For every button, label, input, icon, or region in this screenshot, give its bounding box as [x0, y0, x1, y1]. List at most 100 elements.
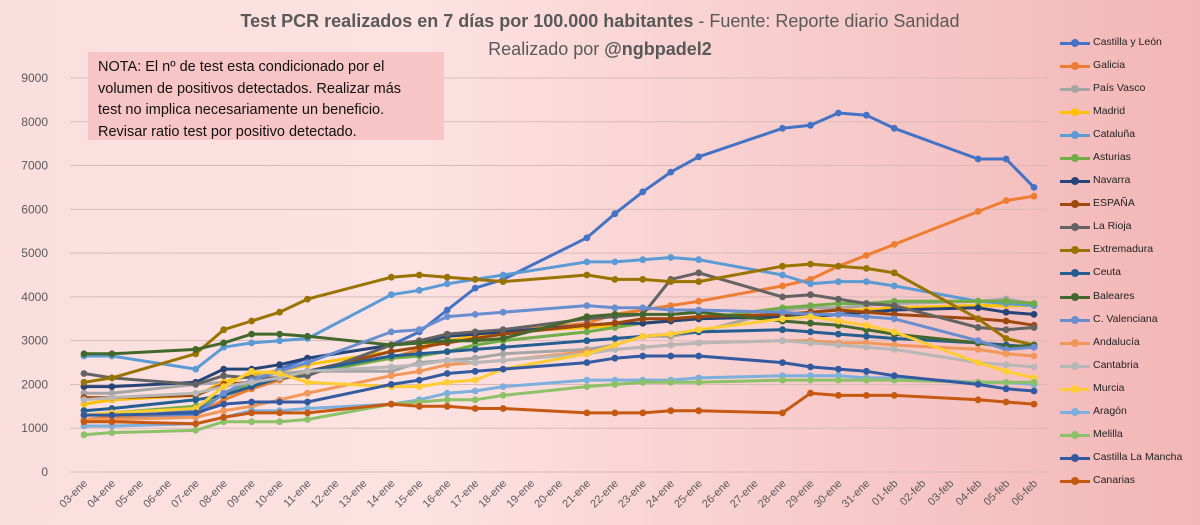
- x-tick-label: 15-ene: [393, 478, 426, 511]
- x-tick-label: 17-ene: [449, 478, 482, 511]
- x-tick-label: 25-ene: [672, 478, 705, 511]
- data-point: [443, 306, 451, 314]
- data-point: [304, 378, 311, 386]
- data-point: [471, 284, 479, 292]
- data-point: [108, 429, 116, 436]
- chart-title-suffix: - Fuente: Reporte diario Sanidad: [693, 11, 959, 31]
- data-point: [276, 330, 283, 338]
- data-point: [443, 330, 451, 338]
- legend-marker: [1060, 131, 1090, 141]
- data-point: [387, 328, 395, 336]
- data-point: [415, 350, 423, 358]
- x-tick-label: 01-feb: [870, 478, 901, 509]
- x-tick-label: 12-ene: [309, 478, 342, 511]
- data-point: [807, 260, 814, 268]
- data-point: [108, 383, 116, 390]
- data-point: [639, 311, 647, 318]
- data-point: [415, 367, 423, 375]
- legend-label: Navarra: [1093, 174, 1131, 187]
- legend-item: Melilla: [1060, 425, 1200, 448]
- x-tick-label: 09-ene: [225, 478, 258, 511]
- legend-dot: [1071, 315, 1079, 324]
- data-point: [248, 317, 256, 325]
- data-point: [890, 241, 898, 248]
- data-point: [276, 308, 283, 316]
- x-tick-label: 13-ene: [337, 478, 370, 511]
- x-tick-label: 19-ene: [504, 478, 537, 511]
- legend-item: Ceuta: [1060, 263, 1200, 286]
- data-point: [779, 376, 786, 384]
- data-point: [779, 326, 786, 334]
- data-point: [1030, 311, 1038, 318]
- legend-marker: [1060, 200, 1090, 210]
- data-point: [80, 411, 88, 419]
- legend-marker: [1060, 177, 1090, 187]
- data-point: [1002, 197, 1010, 205]
- series-castilla-la-mancha: [80, 352, 1038, 419]
- data-point: [220, 383, 228, 390]
- x-tick-label: 10-ene: [253, 478, 286, 511]
- x-tick-label: 31-ene: [840, 478, 873, 511]
- data-point: [499, 350, 507, 358]
- legend-dot: [1071, 223, 1079, 232]
- legend-marker: [1060, 223, 1090, 233]
- data-point: [471, 387, 479, 395]
- chart-title: Test PCR realizados en 7 días por 100.00…: [240, 11, 959, 31]
- legend-item: Baleares: [1060, 287, 1200, 310]
- data-point: [248, 330, 256, 338]
- data-point: [835, 341, 842, 349]
- data-point: [1002, 297, 1010, 305]
- data-point: [695, 407, 703, 415]
- data-point: [387, 372, 395, 380]
- x-tick-label: 29-ene: [784, 478, 817, 511]
- data-point: [695, 378, 703, 386]
- data-point: [415, 383, 423, 390]
- data-point: [583, 302, 591, 309]
- data-point: [807, 302, 814, 309]
- data-point: [639, 188, 647, 196]
- x-tick-label: 28-ene: [756, 478, 789, 511]
- data-point: [835, 317, 842, 325]
- data-point: [1002, 367, 1010, 375]
- data-point: [807, 389, 814, 397]
- data-point: [779, 293, 786, 301]
- data-point: [583, 409, 591, 417]
- data-point: [415, 286, 423, 294]
- legend-label: La Rioja: [1093, 220, 1132, 233]
- legend-marker: [1060, 62, 1090, 72]
- data-point: [583, 234, 591, 242]
- data-point: [779, 282, 786, 290]
- data-point: [304, 389, 311, 397]
- y-tick-label: 7000: [21, 159, 48, 173]
- data-point: [611, 210, 619, 218]
- legend-item: La Rioja: [1060, 217, 1200, 240]
- data-point: [443, 378, 451, 386]
- x-tick-label: 04-feb: [954, 478, 985, 509]
- data-point: [248, 367, 256, 375]
- data-point: [499, 357, 507, 364]
- data-point: [443, 357, 451, 364]
- data-point: [611, 381, 619, 388]
- data-point: [583, 328, 591, 336]
- legend-dot: [1071, 407, 1079, 416]
- legend-item: Castilla La Mancha: [1060, 448, 1200, 471]
- data-point: [835, 262, 842, 270]
- legend-item: Castilla y León: [1060, 33, 1200, 56]
- data-point: [583, 337, 591, 345]
- data-point: [443, 389, 451, 397]
- data-point: [415, 376, 423, 384]
- data-point: [1030, 352, 1038, 360]
- data-point: [304, 409, 311, 417]
- y-tick-label: 9000: [21, 71, 48, 85]
- data-point: [471, 328, 479, 336]
- data-point: [890, 124, 898, 132]
- legend-item: País Vasco: [1060, 79, 1200, 102]
- data-point: [248, 418, 256, 426]
- data-point: [499, 308, 507, 316]
- data-point: [974, 396, 982, 404]
- data-point: [80, 431, 88, 439]
- data-point: [276, 398, 283, 406]
- y-tick-label: 8000: [21, 115, 48, 129]
- data-point: [304, 332, 311, 340]
